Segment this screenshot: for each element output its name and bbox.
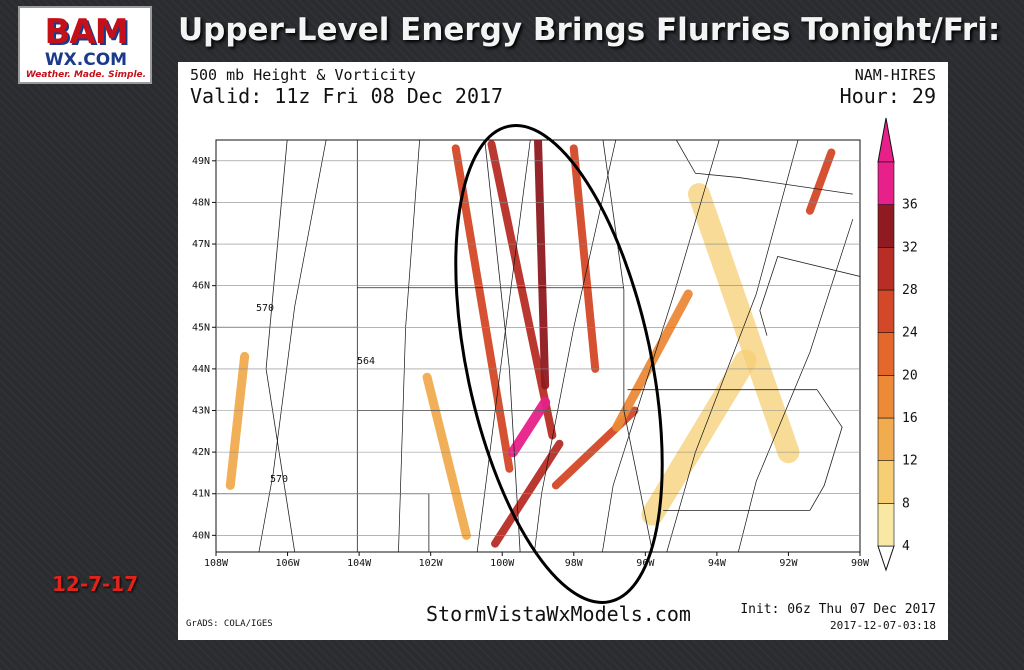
y-tick-label: 48N: [192, 197, 210, 208]
logo-domain: WX.COM: [44, 50, 128, 70]
y-tick-label: 44N: [192, 364, 210, 375]
x-tick-label: 92W: [779, 558, 798, 569]
y-tick-label: 42N: [192, 447, 210, 458]
colorbar-swatch: [877, 247, 895, 291]
colorbar-swatch: [877, 503, 895, 547]
valid-time: Valid: 11z Fri 08 Dec 2017: [190, 84, 504, 108]
init-time: Init: 06z Thu 07 Dec 2017: [740, 602, 936, 617]
x-tick-label: 104W: [347, 558, 372, 569]
state-border: [759, 256, 860, 336]
model-name: NAM-HIRES: [854, 66, 936, 84]
y-tick-label: 47N: [192, 239, 210, 250]
vorticity-band: [422, 372, 471, 540]
contour-label-570-south: 570: [270, 474, 288, 485]
logo-tagline: Weather. Made. Simple.: [25, 70, 147, 80]
state-border: [675, 140, 853, 195]
colorbar-swatch: [877, 161, 895, 205]
vorticity-band: [805, 148, 836, 215]
colorbar-swatch: [877, 460, 895, 504]
colorbar-swatch: [877, 332, 895, 376]
colorbar-swatch: [877, 417, 895, 461]
x-tick-label: 96W: [636, 558, 655, 569]
x-tick-label: 106W: [276, 558, 301, 569]
grads-credit: GrADS: COLA/IGES: [186, 619, 273, 629]
vorticity-band: [569, 144, 600, 373]
model-map-panel: 500 mb Height & Vorticity Valid: 11z Fri…: [178, 62, 948, 640]
plot-area: 570 564 570: [215, 124, 861, 604]
x-tick-label: 100W: [490, 558, 515, 569]
colorbar-tick-label: 8: [902, 496, 910, 511]
x-tick-label: 108W: [204, 558, 229, 569]
logo-wordmark: BAM: [44, 12, 128, 52]
colorbar-tick-label: 32: [902, 240, 918, 255]
state-border: [809, 389, 843, 511]
contour-label-570-north: 570: [256, 303, 274, 314]
vorticity-band: [225, 351, 250, 490]
vorticity-band: [534, 140, 550, 390]
generated-stamp: 2017-12-07-03:18: [830, 619, 936, 632]
vorticity-band: [451, 144, 514, 473]
product-title: 500 mb Height & Vorticity: [190, 66, 416, 84]
height-contour: [258, 140, 327, 552]
state-border: [602, 140, 653, 552]
colorbar-tick-label: 24: [902, 326, 918, 341]
source-website: StormVistaWxModels.com: [426, 602, 691, 626]
y-tick-label: 43N: [192, 406, 210, 417]
colorbar-swatch: [877, 289, 895, 333]
slide-date: 12-7-17: [52, 572, 139, 596]
y-tick-label: 45N: [192, 322, 210, 333]
bamwx-logo: BAM WX.COM Weather. Made. Simple.: [18, 6, 152, 84]
y-tick-label: 40N: [192, 530, 210, 541]
colorbar-tick-label: 12: [902, 454, 918, 469]
contour-label-564: 564: [357, 356, 375, 367]
x-tick-label: 90W: [851, 558, 870, 569]
colorbar-tick-label: 4: [902, 539, 910, 554]
highlight-ellipse: [454, 124, 664, 604]
y-tick-label: 46N: [192, 281, 210, 292]
colorbar-tick-label: 16: [902, 411, 918, 426]
vorticity-band: [688, 183, 800, 464]
colorbar-min-arrow: [877, 545, 895, 572]
colorbar-tick-label: 20: [902, 368, 918, 383]
colorbar-tick-label: 36: [902, 198, 918, 213]
colorbar-swatch: [877, 375, 895, 419]
vorticity-map: 570 564 570 49N 48N 47N 46N 45N 44N 43N 42N 41N 4…: [192, 117, 918, 604]
colorbar-max-arrow: [877, 117, 895, 163]
height-contour: [602, 140, 720, 552]
x-tick-label: 98W: [565, 558, 584, 569]
x-tick-label: 94W: [708, 558, 727, 569]
colorbar-tick-label: 28: [902, 283, 918, 298]
forecast-hour: Hour: 29: [839, 84, 936, 108]
height-contour: [666, 140, 799, 552]
slide-headline: Upper-Level Energy Brings Flurries Tonig…: [178, 12, 1001, 48]
colorbar-swatch: [877, 204, 895, 248]
y-tick-label: 49N: [192, 156, 210, 167]
vorticity-band: [641, 349, 757, 526]
y-tick-label: 41N: [192, 489, 210, 500]
x-tick-label: 102W: [419, 558, 444, 569]
